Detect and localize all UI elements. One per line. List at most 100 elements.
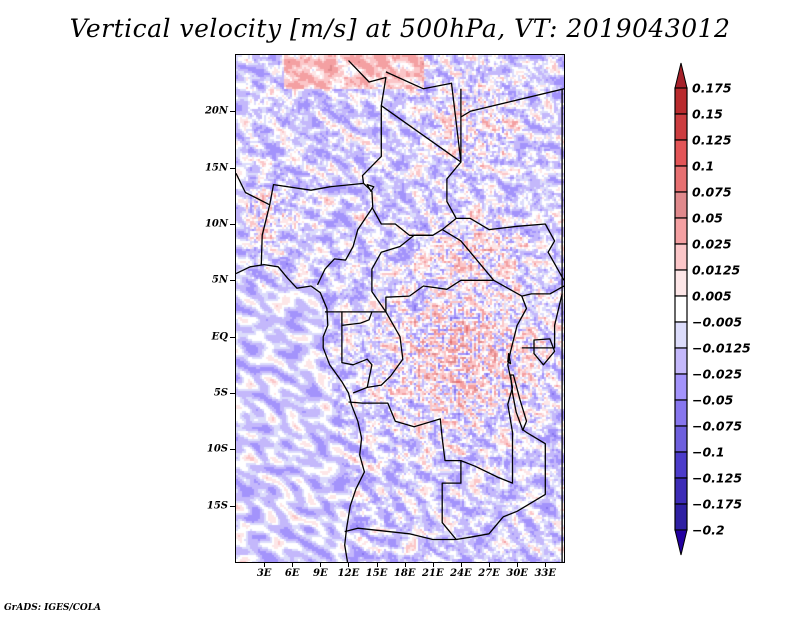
colorbar-segment	[674, 321, 688, 349]
lon-tick-label: 15E	[365, 568, 388, 579]
lon-tick-label: 18E	[393, 568, 416, 579]
lon-tick-mark	[348, 562, 350, 567]
map-panel	[236, 55, 564, 562]
border-line	[460, 88, 564, 118]
border-line	[236, 173, 270, 206]
border-line	[352, 311, 404, 394]
lon-tick-mark	[489, 562, 491, 567]
border-line	[341, 325, 373, 388]
lat-tick-label: 5N	[211, 274, 228, 286]
border-line	[371, 117, 462, 313]
colorbar-label: −0.025	[692, 366, 743, 382]
colorbar-label: 0.005	[692, 288, 732, 304]
lon-tick-label: 12E	[337, 568, 360, 579]
colorbar-segment	[674, 139, 688, 167]
lat-tick-mark	[230, 505, 236, 507]
colorbar-segment	[674, 425, 688, 453]
colorbar-label: 0.025	[692, 236, 732, 252]
border-line	[521, 293, 563, 349]
colorbar-label: −0.075	[692, 418, 743, 434]
lon-tick-mark	[517, 562, 519, 567]
colorbar-label: 0.05	[692, 210, 723, 226]
colorbar-segment	[674, 113, 688, 141]
lon-tick-label: 6E	[284, 568, 300, 579]
colorbar-segment	[674, 217, 688, 245]
border-line	[344, 527, 457, 541]
colorbar-segment	[674, 399, 688, 427]
colorbar-top-arrow	[674, 62, 688, 89]
lat-tick-mark	[230, 280, 236, 282]
border-line	[502, 428, 546, 518]
lon-tick-label: 21E	[422, 568, 444, 579]
border-line	[371, 206, 433, 236]
lon-tick-mark	[292, 562, 294, 567]
lon-tick-mark	[432, 562, 434, 567]
lon-tick-mark	[376, 562, 378, 567]
lat-tick-label: 5S	[213, 387, 228, 399]
lat-tick-mark	[230, 224, 236, 225]
lat-tick-label: 15S	[206, 500, 228, 512]
colorbar-label: −0.175	[692, 496, 743, 512]
lat-tick-label: 10N	[204, 218, 228, 230]
colorbar	[674, 62, 688, 556]
border-line	[409, 279, 494, 297]
border-line	[441, 229, 564, 297]
lon-tick-label: 33E	[534, 568, 557, 579]
lon-tick-label: 27E	[478, 568, 500, 579]
border-line	[380, 71, 462, 163]
colorbar-segment	[674, 295, 688, 323]
lat-tick-mark	[230, 167, 236, 169]
lon-tick-mark	[460, 562, 462, 567]
colorbar-label: 0.125	[692, 132, 732, 148]
colorbar-segment	[674, 191, 688, 219]
lat-tick-label: 15N	[204, 162, 228, 174]
lon-tick-label: 3E	[256, 568, 272, 579]
lon-tick-mark	[320, 562, 322, 567]
plot-title: Vertical velocity [m/s] at 500hPa, VT: 2…	[69, 14, 731, 43]
grads-credit: GrADS: IGES/COLA	[4, 603, 102, 613]
colorbar-label: 0.075	[692, 184, 732, 200]
colorbar-segment	[674, 243, 688, 271]
colorbar-label: 0.175	[692, 80, 732, 96]
colorbar-label: −0.05	[692, 392, 734, 408]
lat-tick-mark	[230, 111, 236, 113]
colorbar-segment	[674, 373, 688, 401]
lon-tick-mark	[545, 562, 547, 567]
colorbar-label: −0.0125	[692, 340, 751, 356]
lat-tick-label: 20N	[204, 105, 228, 117]
colorbar-segment	[674, 165, 688, 193]
border-line	[236, 263, 366, 562]
lon-tick-mark	[264, 562, 266, 567]
lake-outline	[533, 338, 556, 366]
lon-tick-mark	[404, 562, 406, 567]
border-line	[348, 401, 504, 541]
border-line	[260, 182, 374, 286]
country-borders-coastlines	[236, 60, 564, 562]
lon-tick-label: 24E	[450, 568, 472, 579]
colorbar-segment	[674, 503, 688, 531]
colorbar-segment	[674, 451, 688, 479]
colorbar-label: −0.2	[692, 522, 725, 538]
colorbar-bottom-arrow	[674, 529, 688, 556]
border-line	[348, 60, 387, 184]
lon-tick-label: 9E	[313, 568, 328, 579]
vertical-velocity-field	[236, 55, 564, 562]
lake-outline	[366, 183, 375, 192]
lat-tick-mark	[230, 393, 236, 394]
colorbar-label: 0.1	[692, 158, 715, 174]
colorbar-label: 0.0125	[692, 262, 741, 278]
lat-tick-label: EQ	[211, 331, 228, 343]
lake-outline	[507, 352, 512, 365]
colorbar-segment	[674, 269, 688, 297]
border-line	[460, 295, 528, 484]
border-line	[325, 311, 386, 327]
border-line	[456, 217, 564, 281]
lake-outline	[509, 374, 528, 431]
colorbar-label: −0.005	[692, 314, 743, 330]
colorbar-segment	[674, 477, 688, 505]
lat-tick-mark	[230, 449, 236, 451]
colorbar-segment	[674, 87, 688, 115]
lon-tick-label: 30E	[506, 568, 528, 579]
lat-tick-mark	[230, 336, 236, 338]
colorbar-label: −0.1	[692, 444, 725, 460]
